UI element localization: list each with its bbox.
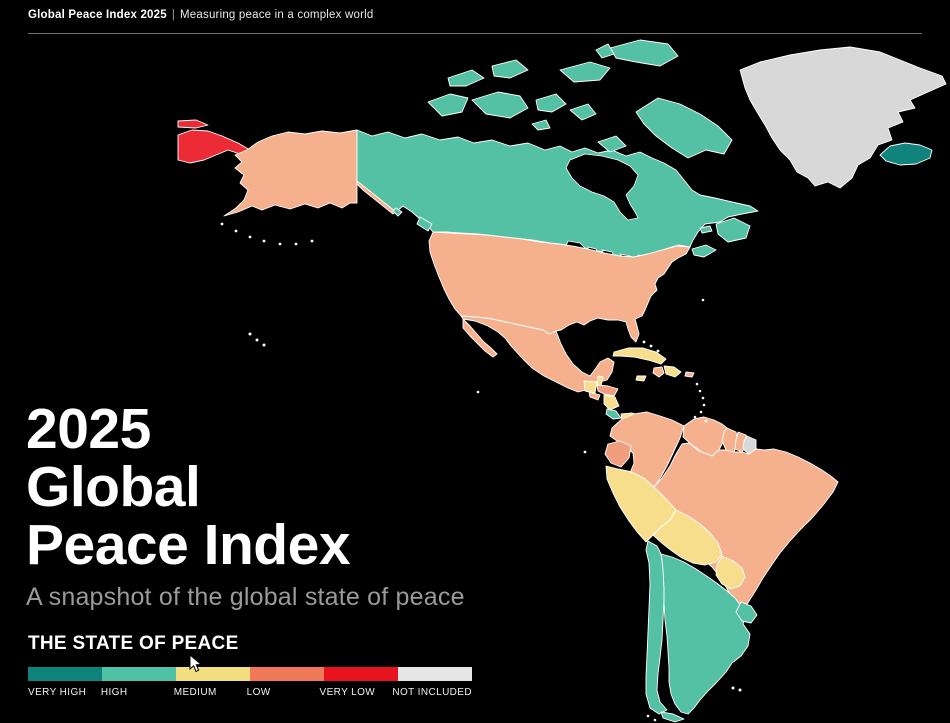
country-nicaragua[interactable] — [603, 394, 620, 411]
legend-title: THE STATE OF PEACE — [28, 633, 239, 654]
header-divider — [28, 33, 922, 34]
country-uruguay[interactable] — [735, 601, 758, 624]
legend-label-low: LOW — [246, 687, 271, 698]
country-ecuador[interactable] — [604, 440, 632, 468]
legend-swatch-not-included[interactable] — [398, 667, 472, 681]
hudson-bay — [565, 153, 639, 221]
country-dominican-republic[interactable] — [663, 365, 682, 378]
country-paraguay[interactable] — [715, 555, 746, 590]
brand-title: Global Peace Index 2025 — [28, 9, 167, 21]
page-subtitle: A snapshot of the global state of peace — [26, 583, 465, 611]
small-islands — [220, 222, 742, 722]
country-honduras[interactable] — [596, 384, 619, 397]
country-bolivia[interactable] — [652, 509, 723, 566]
hero-block: 2025 Global Peace Index A snapshot of th… — [26, 400, 465, 612]
country-belize[interactable] — [596, 375, 604, 387]
country-iceland[interactable] — [879, 142, 933, 166]
legend-labels: VERY HIGH HIGH MEDIUM LOW VERY LOW NOT I… — [28, 687, 472, 698]
region-baja-california[interactable] — [462, 318, 498, 358]
legend-color-bar — [28, 667, 472, 681]
country-guatemala[interactable] — [583, 380, 598, 394]
legend-label-not-included: NOT INCLUDED — [392, 687, 472, 698]
brand-tagline: Measuring peace in a complex world — [180, 9, 374, 21]
page-title-line-1: 2025 — [26, 397, 151, 461]
legend-swatch-high[interactable] — [102, 667, 176, 681]
country-greenland[interactable] — [739, 46, 947, 189]
legend-label-medium: MEDIUM — [173, 687, 217, 698]
country-costa-rica[interactable] — [605, 408, 622, 420]
legend-swatch-very-high[interactable] — [28, 667, 102, 681]
region-alaska-united-states[interactable] — [223, 129, 358, 217]
country-cuba[interactable] — [612, 347, 667, 365]
top-bar: Global Peace Index 2025 | Measuring peace … — [28, 9, 373, 21]
country-el-salvador[interactable] — [588, 391, 601, 401]
legend-swatch-very-low[interactable] — [324, 667, 398, 681]
legend-label-high: HIGH — [100, 687, 128, 698]
country-jamaica[interactable] — [635, 375, 647, 382]
legend-label-very-low: VERY LOW — [319, 687, 376, 698]
page-title-line-2: Global — [26, 455, 201, 519]
country-haiti[interactable] — [652, 366, 665, 378]
legend-swatch-medium[interactable] — [176, 667, 250, 681]
country-puerto-rico[interactable] — [684, 371, 695, 378]
canada-arctic-islands[interactable] — [392, 39, 751, 258]
country-argentina[interactable] — [660, 553, 751, 715]
peace-legend: VERY HIGH HIGH MEDIUM LOW VERY LOW NOT I… — [28, 667, 472, 698]
mouse-cursor-icon — [189, 654, 203, 673]
country-mexico[interactable] — [460, 315, 615, 393]
page-title-line-3: Peace Index — [26, 513, 351, 577]
brand-separator: | — [171, 9, 176, 21]
country-russia-chukotka-north[interactable] — [177, 119, 209, 129]
legend-swatch-low[interactable] — [250, 667, 324, 681]
region-tierra-del-fuego[interactable] — [660, 711, 685, 723]
legend-label-very-high: VERY HIGH — [28, 687, 87, 698]
